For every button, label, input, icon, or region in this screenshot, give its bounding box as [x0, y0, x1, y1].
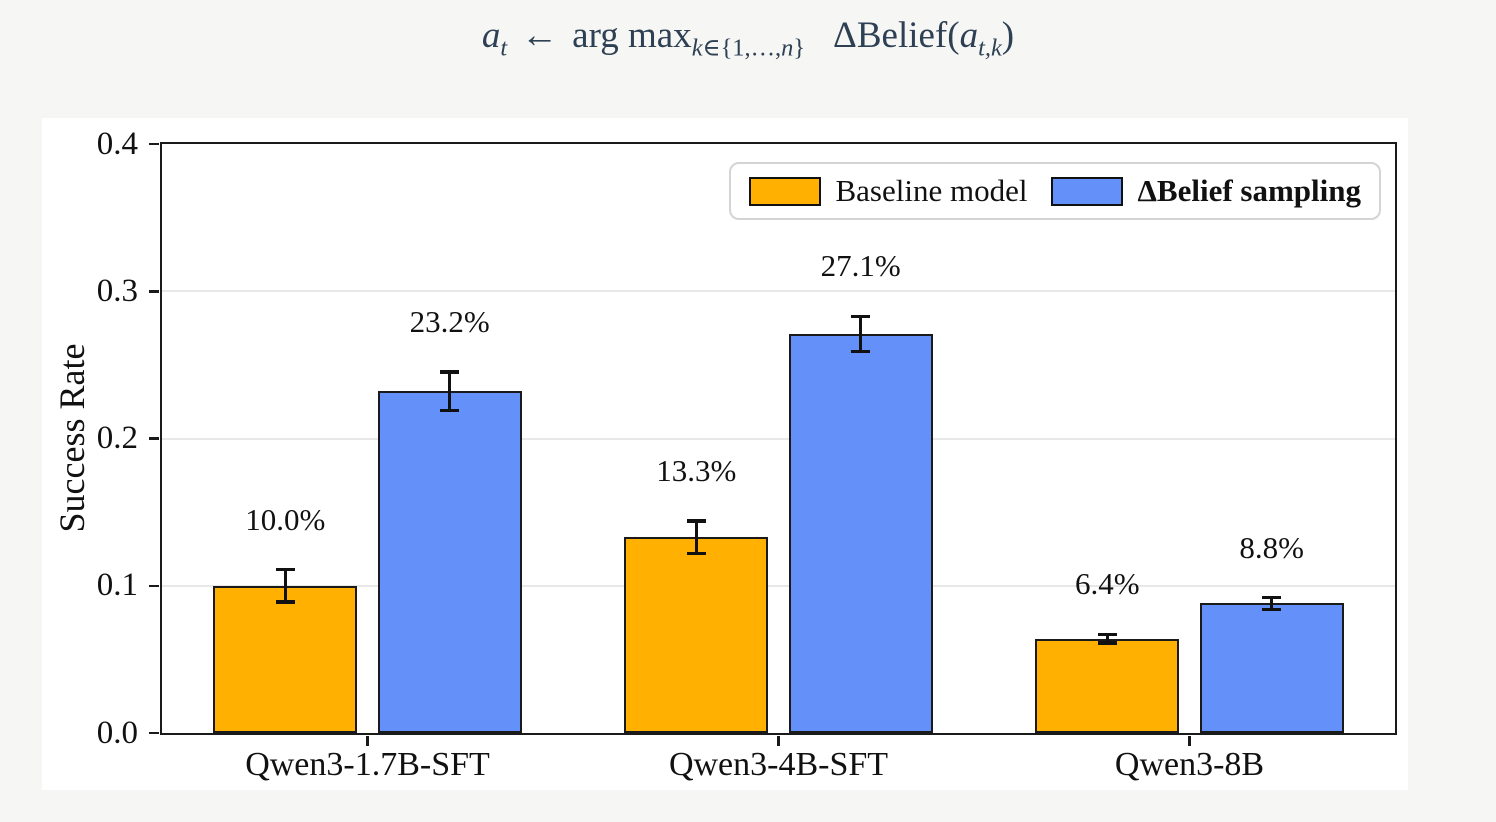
bar [624, 537, 769, 733]
bar [213, 585, 358, 733]
error-bar-cap-bottom [1097, 641, 1117, 645]
error-bar-cap-bottom [1262, 607, 1282, 612]
error-bar-cap-top [1262, 595, 1282, 600]
error-bar [694, 520, 699, 554]
error-bar-cap-top [440, 370, 460, 374]
legend-swatch-baseline [749, 176, 822, 206]
title-arrow: ← [521, 15, 559, 56]
bar [1199, 603, 1344, 733]
figure-card: Success Rate Baseline model ΔBelief samp… [42, 118, 1408, 790]
title-belief: Belief [856, 15, 948, 56]
error-bar-cap-bottom [440, 408, 460, 413]
title-sub-n: n [781, 34, 794, 62]
x-axis-tick [777, 736, 780, 746]
error-bar [283, 569, 288, 602]
y-tick-label: 0.3 [96, 272, 138, 309]
gridline [162, 584, 1395, 587]
y-axis-tick [149, 584, 159, 587]
legend-swatch-delta-belief [1051, 176, 1124, 206]
x-tick-label: Qwen3-1.7B-SFT [245, 746, 490, 783]
y-tick-label: 0.4 [96, 125, 138, 162]
legend-item-baseline: Baseline model [749, 173, 1027, 209]
error-bar-cap-top [275, 567, 295, 572]
error-bar-cap-top [1097, 632, 1117, 637]
error-bar [1269, 597, 1274, 610]
bar [1035, 638, 1180, 733]
title-delta: Δ [833, 15, 857, 56]
value-label: 10.0% [245, 501, 326, 537]
title-var: a [481, 15, 501, 56]
title-sub-close: } [793, 34, 806, 62]
title-sub-in: ∈{1,…, [702, 34, 782, 62]
value-label: 27.1% [820, 248, 901, 284]
bar [377, 391, 522, 733]
title-arg-sub: t,k [978, 34, 1002, 62]
value-label: 8.8% [1239, 529, 1304, 565]
bar [788, 333, 933, 733]
gridline [162, 290, 1395, 293]
legend-item-delta-belief: ΔBelief sampling [1051, 173, 1361, 209]
value-label: 23.2% [409, 304, 490, 340]
y-axis-tick [149, 290, 159, 293]
title-sub-k: k [691, 34, 703, 62]
error-bar-cap-top [851, 314, 871, 319]
error-bar-cap-bottom [275, 600, 295, 604]
value-label: 6.4% [1075, 566, 1140, 602]
legend-label-baseline: Baseline model [835, 173, 1028, 208]
value-label: 13.3% [656, 452, 737, 488]
x-axis-tick [1188, 736, 1191, 746]
error-bar [447, 372, 452, 411]
y-tick-label: 0.2 [96, 420, 138, 456]
title-paren-close: ) [1001, 15, 1015, 56]
error-bar [858, 316, 863, 352]
error-bar [1105, 634, 1110, 644]
y-axis-tick [149, 142, 159, 146]
y-tick-label: 0.0 [96, 714, 138, 751]
chart-title: at ← arg maxk∈{1,…,n} ΔBelief(at,k) [0, 10, 1496, 62]
plot-area: Baseline model ΔBelief sampling 0.0 0.1 0.… [97, 127, 1397, 783]
error-bar-cap-top [686, 519, 706, 523]
gridline [162, 437, 1395, 440]
title-operator: arg max [572, 15, 692, 56]
y-axis-tick [149, 437, 159, 440]
title-paren-open: ( [947, 15, 960, 56]
x-tick-label: Qwen3-4B-SFT [668, 746, 889, 783]
error-bar-cap-bottom [686, 551, 706, 556]
error-bar-cap-bottom [851, 349, 871, 354]
x-tick-label: Qwen3-8B [1114, 746, 1265, 783]
legend: Baseline model ΔBelief sampling [729, 162, 1381, 220]
y-tick-label: 0.1 [96, 567, 138, 604]
x-axis-tick [366, 736, 369, 746]
y-axis-tick [149, 731, 159, 735]
title-var-sub: t [500, 34, 508, 62]
title-arg: a [959, 15, 979, 56]
legend-label-delta-belief: ΔBelief sampling [1137, 173, 1361, 208]
